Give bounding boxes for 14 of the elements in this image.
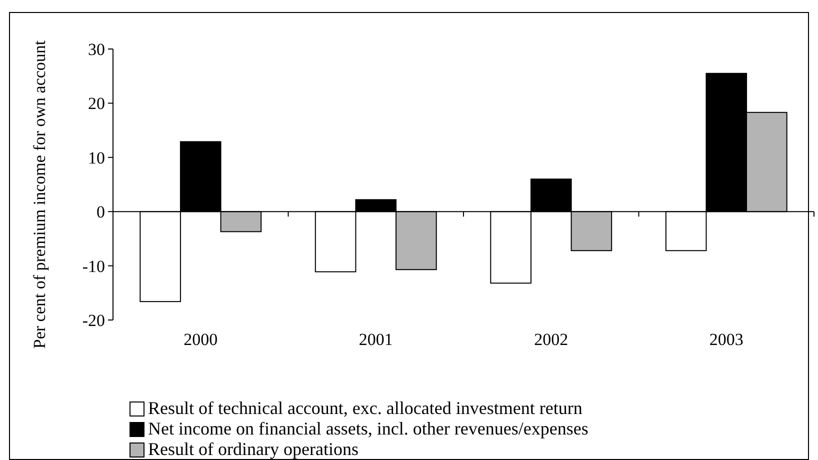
y-tick-label: 10 [88, 148, 105, 168]
legend-label: Net income on financial assets, incl. other revenues/expenses [148, 418, 588, 438]
y-axis-title: Per cent of premium income for own account [30, 40, 49, 349]
x-tick-label: 2003 [709, 330, 744, 349]
y-tick-label: 30 [88, 40, 105, 59]
legend-label: Result of technical account, exc. allocated investment return [148, 398, 582, 418]
y-tick-label: 0 [96, 202, 105, 222]
y-tick-label: -20 [82, 310, 105, 330]
y-tick-label: 20 [88, 94, 105, 114]
x-tick-label: 2001 [358, 330, 393, 349]
x-tick-label: 2002 [534, 330, 568, 349]
x-tick-label: 2000 [184, 330, 218, 349]
y-tick-label: -10 [82, 256, 105, 276]
legend-label: Result of ordinary operations [148, 439, 358, 459]
